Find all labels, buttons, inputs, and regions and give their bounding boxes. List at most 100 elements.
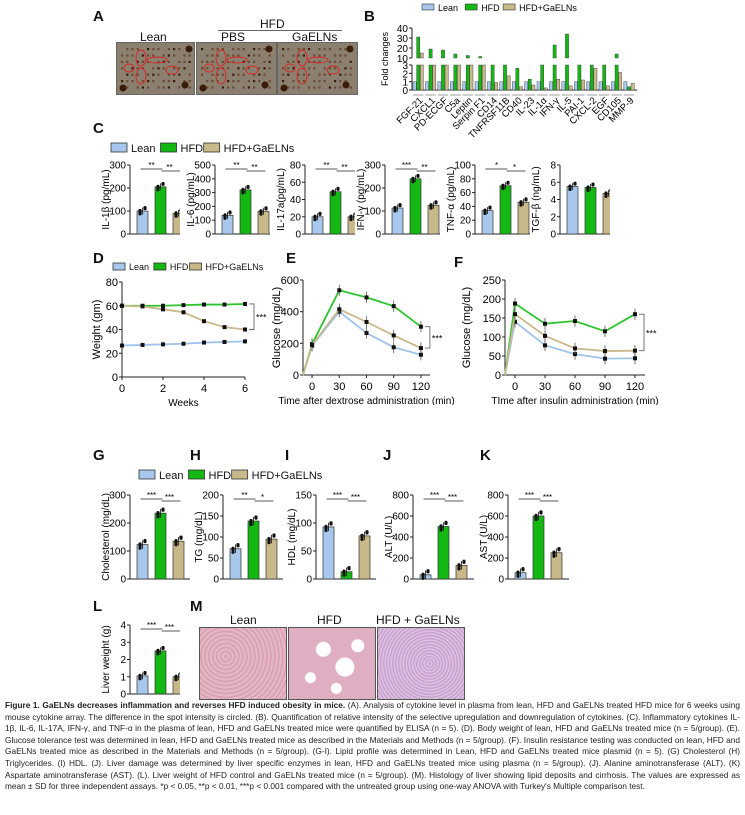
blot-spot	[282, 67, 285, 70]
data-point	[138, 208, 142, 213]
bar-lean	[229, 548, 242, 580]
legend-swatch-2	[502, 3, 516, 11]
bar-upper-pdecgf-1	[441, 49, 445, 59]
data-point	[609, 188, 610, 192]
y-tick-label: 400	[392, 533, 409, 544]
chart-k-ast: AST (U/L) 0 200 400 600 800 *** ***	[479, 491, 569, 585]
blot-spot	[292, 86, 295, 89]
y-tick-label: 10	[397, 54, 409, 65]
difference-circle	[326, 65, 340, 75]
blot-spot	[302, 73, 305, 76]
blot-spot	[282, 73, 285, 76]
blot-ref-spot	[265, 45, 273, 53]
blot-spot	[188, 54, 191, 57]
data-point	[426, 569, 430, 573]
significance-label: ***	[448, 493, 457, 502]
blot-spot	[211, 80, 214, 83]
difference-circle	[215, 49, 227, 67]
data-point	[421, 572, 425, 576]
bar-pai1-1	[577, 64, 582, 91]
blot-spot	[216, 54, 219, 57]
significance-label: **	[233, 161, 239, 170]
data-point	[336, 186, 340, 190]
data-point	[483, 208, 487, 212]
blot-spot	[126, 80, 129, 83]
blot-spot	[178, 67, 181, 70]
data-point	[161, 507, 165, 511]
histology-label-hfd: HFD	[317, 613, 342, 627]
blot-spot	[339, 80, 342, 83]
y-tick-label: 0	[120, 230, 126, 241]
y-tick-label: 0	[495, 370, 501, 382]
y-tick-label: 20	[290, 212, 302, 223]
blot-spot	[253, 48, 256, 51]
blot-spot	[206, 54, 209, 57]
blot-spot	[136, 73, 139, 76]
data-point	[411, 176, 415, 180]
legend-swatch-2	[203, 142, 221, 153]
y-tick-label: 400	[281, 307, 299, 319]
blot-spot	[242, 73, 245, 76]
data-point	[429, 203, 433, 207]
y-tick-label: 2	[402, 69, 408, 80]
bar-leptin-0	[462, 81, 466, 91]
data-point	[418, 352, 423, 357]
bar-upper-serpinf1-1	[478, 56, 482, 59]
panel-label-e: E	[286, 250, 297, 267]
blot-spot	[334, 86, 337, 89]
x-tick-label: 0	[309, 381, 315, 393]
chart-c-il6: IL-6 (pg/mL) 0 100 200 300 400 500 ** **	[186, 161, 270, 240]
data-point	[364, 295, 369, 300]
blot-spot	[258, 48, 261, 51]
legend-label-0: Lean	[129, 262, 149, 272]
y-axis-label: IL-6 (pg/mL)	[186, 172, 197, 226]
blot-spot	[157, 60, 160, 63]
blot-spot	[206, 60, 209, 63]
blot-spot	[178, 73, 181, 76]
blot-spot	[136, 60, 139, 63]
difference-circle	[296, 49, 308, 67]
blot-spot	[206, 86, 209, 89]
data-point	[202, 319, 206, 324]
blot-spot	[188, 60, 191, 63]
data-point	[161, 342, 165, 347]
legend-c: Lean HFD HFD+GaELNs	[110, 142, 295, 155]
blot-spot	[173, 80, 176, 83]
blot-spot	[297, 73, 300, 76]
bar-il1-0	[536, 81, 541, 91]
significance-label: ***	[147, 621, 156, 630]
data-point	[181, 341, 186, 346]
blot-spot	[206, 67, 209, 70]
blot-spot	[136, 86, 139, 89]
blot-spot	[221, 86, 224, 89]
blot-spot	[167, 86, 170, 89]
data-point	[143, 206, 147, 210]
bar-il1-2	[543, 87, 548, 91]
cytokine-array-blot-lean	[116, 42, 195, 95]
y-tick-label: 0	[306, 575, 312, 586]
data-point	[161, 181, 165, 186]
bar-il5-0	[561, 81, 566, 91]
chart-e-glucose-tolerance: Glucose (mg/dL) 0 200 400 600 0 30 60 90 120 Time …	[271, 275, 455, 405]
y-axis-label: Cholesterol (mg/dL)	[101, 493, 112, 581]
blot-ref-spot	[119, 84, 127, 92]
significance-label: **	[241, 491, 247, 500]
blot-spot	[349, 73, 352, 76]
y-tick-label: 150	[295, 491, 312, 502]
legend-swatch-0	[138, 469, 156, 480]
data-point	[462, 559, 466, 563]
blot-ref-spot	[342, 81, 350, 89]
data-point	[360, 537, 364, 542]
bar-hfdgaelns	[602, 193, 610, 235]
bar-hfd	[499, 185, 512, 235]
blot-spot	[152, 67, 155, 70]
data-point	[354, 212, 355, 215]
bar-hfd	[154, 186, 167, 235]
y-axis-label: ALT (U/L)	[384, 516, 395, 558]
blot-spot	[344, 80, 347, 83]
blot-spot	[282, 80, 285, 83]
bar-egf-1	[602, 64, 607, 91]
data-point	[310, 342, 315, 347]
data-point	[391, 345, 396, 350]
